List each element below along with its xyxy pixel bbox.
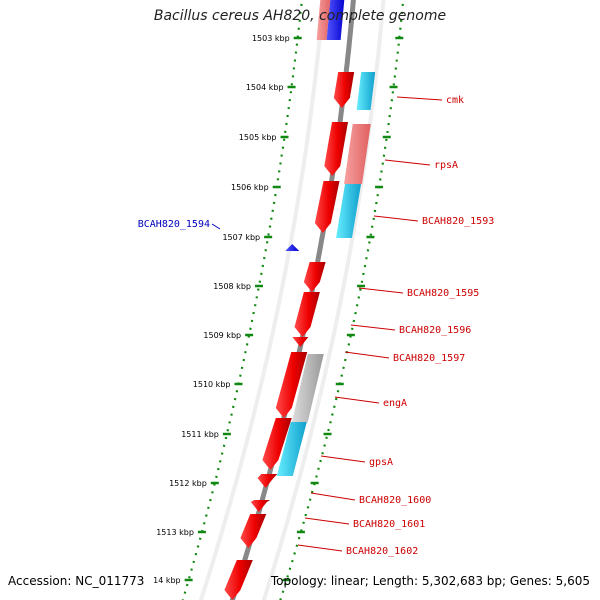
tick-label: 1505 kbp [239,133,277,142]
tick-label: 1506 kbp [231,183,269,192]
gene-label: BCAH820_1593 [422,216,494,227]
cyan-feature [336,184,362,238]
tick-label: 1508 kbp [213,282,251,291]
partial-feature-blue [326,0,345,40]
label-leader-line [373,215,419,222]
forward-gene [333,72,355,108]
forward-gene [257,474,278,488]
label-leader-line [350,324,396,331]
tick-label: 1507 kbp [222,233,260,242]
forward-gene [314,181,340,233]
forward-gene [262,418,292,470]
features-layer [224,0,376,600]
gene-label: rpsA [434,160,458,171]
forward-gene [224,560,253,600]
topology-text: Topology: linear; Length: 5,302,683 bp; … [270,574,590,588]
label-leader-line [211,223,221,230]
tick-label: 1511 kbp [181,430,219,439]
tick-label: 1504 kbp [246,83,284,92]
reverse-gene [285,244,300,251]
gene-label: BCAH820_1594 [138,219,210,230]
genome-title: Bacillus cereus AH820, complete genome [153,8,447,24]
forward-gene [250,500,271,512]
tick-label: 14 kbp [153,576,181,585]
gene-label: BCAH820_1600 [359,495,431,506]
label-leader-line [334,396,380,404]
gene-label: engA [383,398,407,409]
cyan-feature [276,422,307,476]
label-leader-line [310,492,356,501]
labels-layer: cmk rpsA BCAH820_1593 BCAH820_1594 BCAH820_1… [138,95,495,557]
tick-label: 1510 kbp [193,380,231,389]
gene-label: BCAH820_1596 [399,325,471,336]
pink-feature [344,124,371,184]
gene-label: gpsA [369,457,393,468]
forward-gene [324,122,349,176]
gene-label: cmk [446,95,464,106]
forward-gene [294,292,320,337]
label-leader-line [384,159,431,166]
accession-text: Accession: NC_011773 [8,574,145,588]
forward-gene [303,262,326,292]
label-leader-line [297,544,343,552]
gene-label: BCAH820_1597 [393,353,465,364]
tick-label: 1513 kbp [156,528,194,537]
label-leader-line [358,287,404,294]
cyan-feature [356,72,376,110]
tick-label: 1503 kbp [252,34,290,43]
forward-gene [275,352,308,418]
gene-label: BCAH820_1601 [353,519,425,530]
forward-gene [240,514,267,548]
tick-label: 1512 kbp [169,479,207,488]
label-leader-line [320,455,366,463]
gene-label: BCAH820_1595 [407,288,479,299]
label-leader-line [344,351,390,359]
tick-label: 1509 kbp [203,331,241,340]
partial-feature-pink [316,0,331,40]
gene-label: BCAH820_1602 [346,546,418,557]
label-leader-line [304,517,350,525]
forward-gene [292,337,311,347]
label-leader-line [396,96,443,101]
gray-feature [291,354,324,422]
scale-layer: 1503 kbp 1504 kbp 1505 kbp 1506 kbp 1507 kbp… [153,0,405,600]
